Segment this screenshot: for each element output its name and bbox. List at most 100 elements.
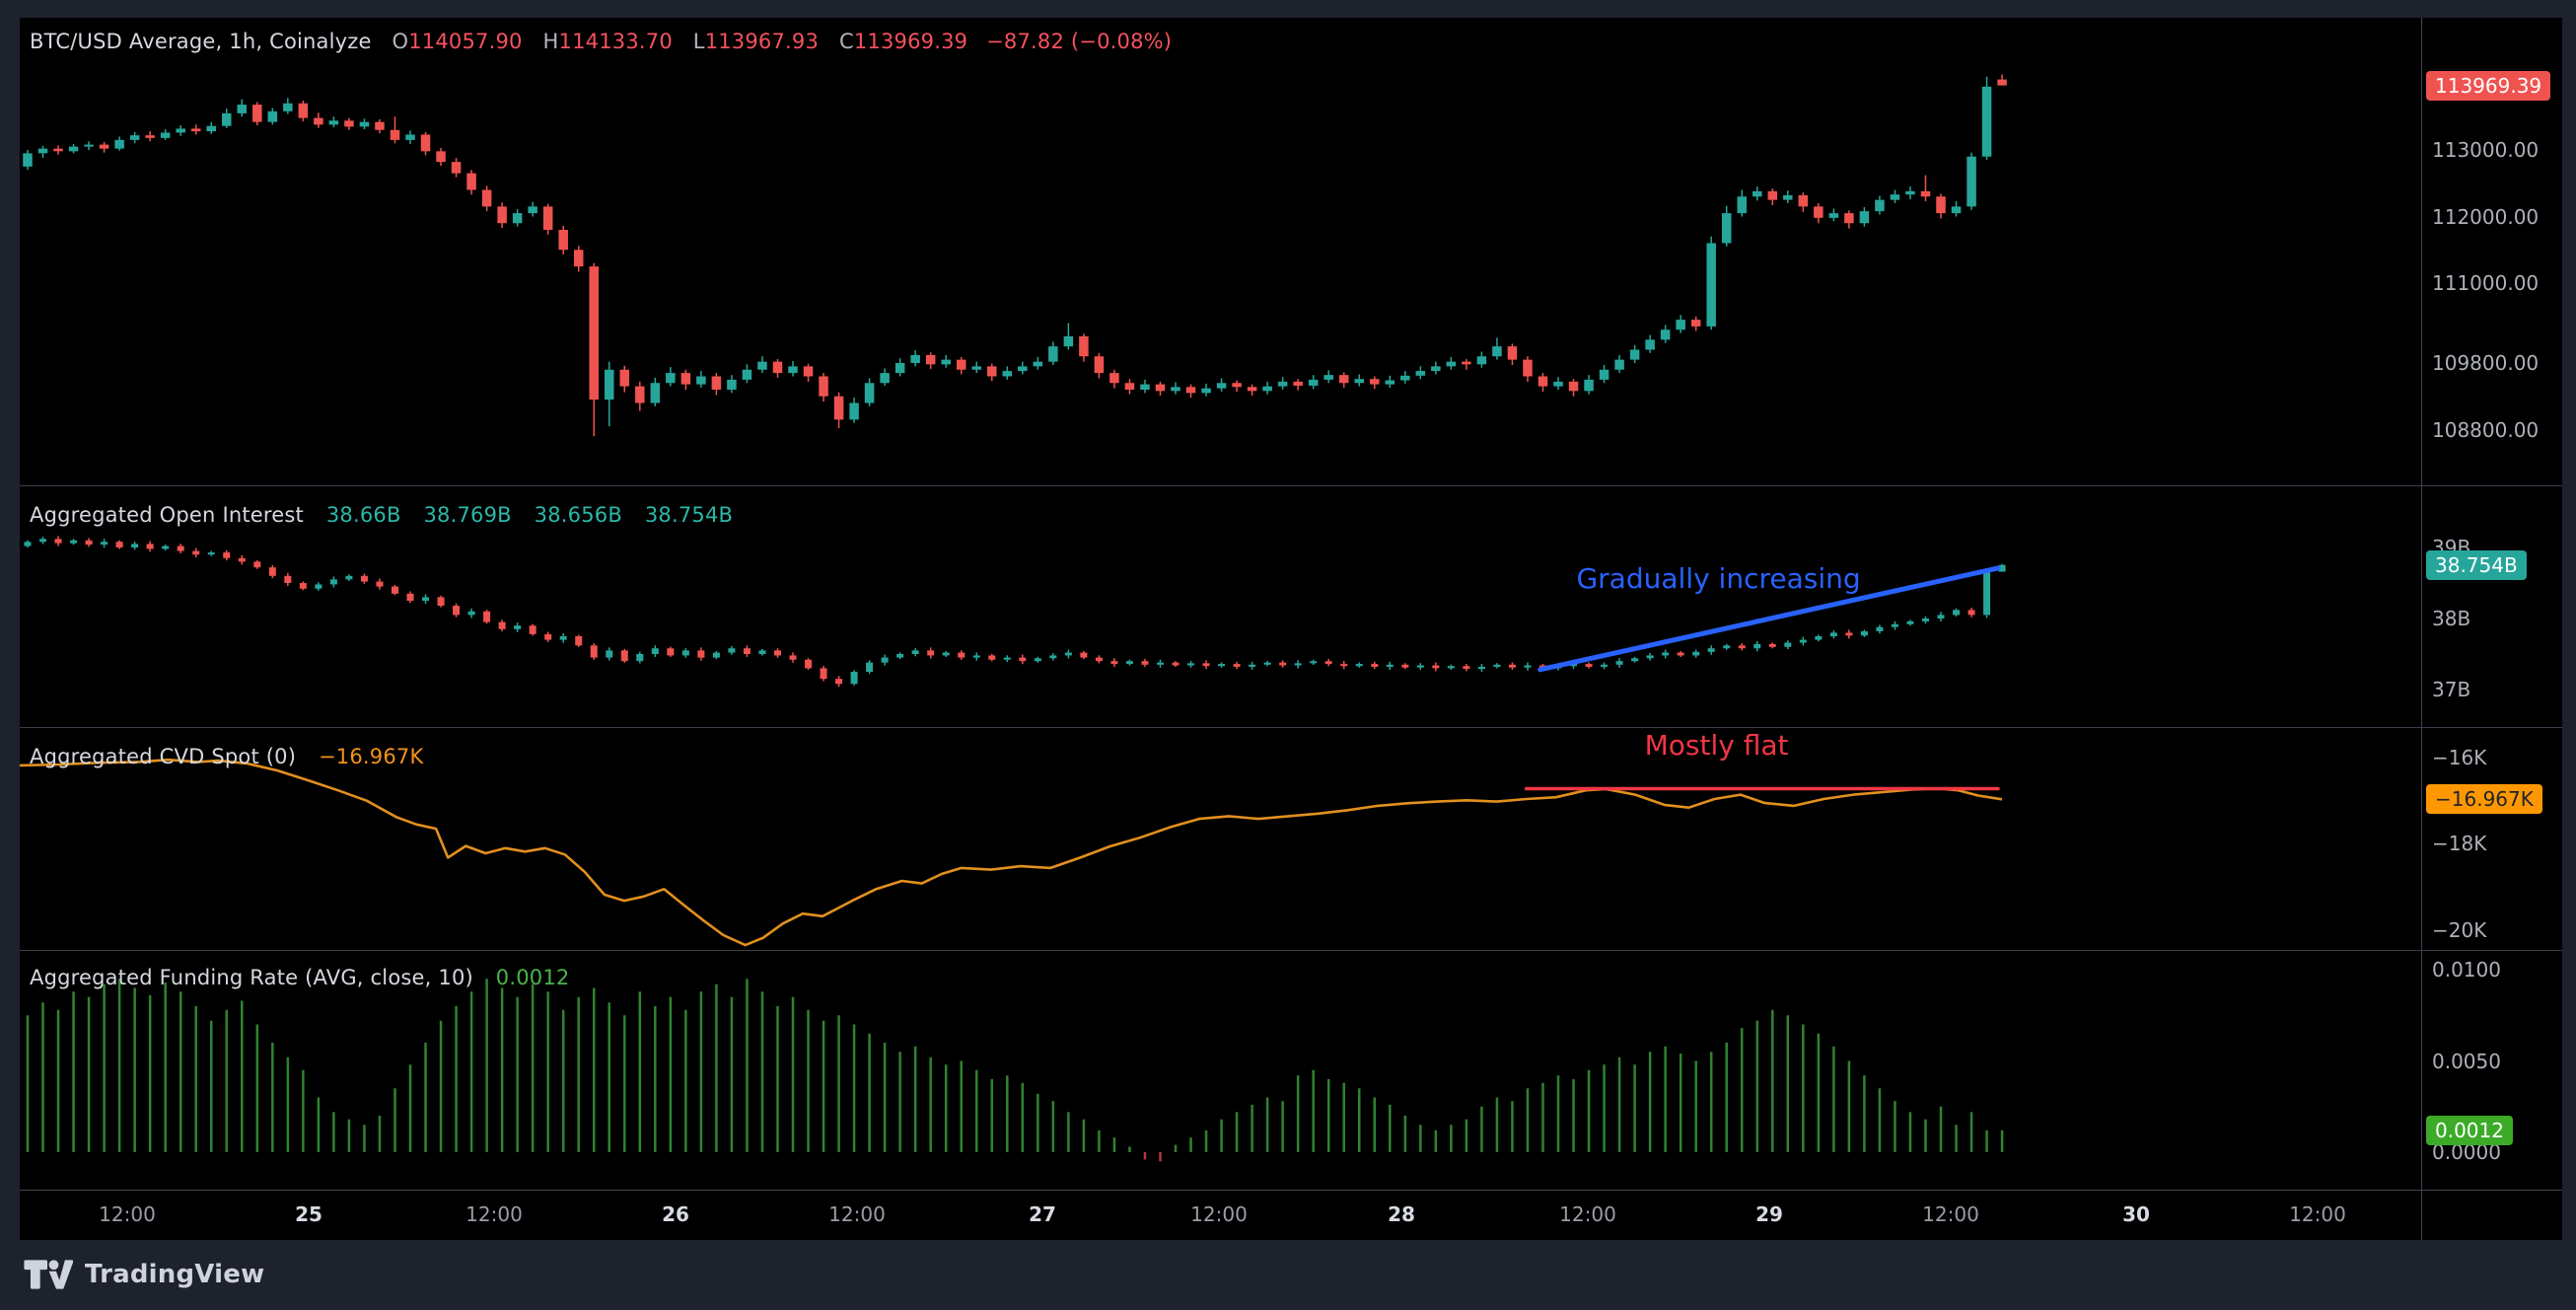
oi-candle <box>743 648 751 654</box>
btc-candle <box>1981 86 1992 157</box>
btc-candle <box>1308 379 1319 386</box>
btc-candle <box>1094 356 1105 374</box>
btc-candle <box>635 386 645 403</box>
oi-candle <box>1371 664 1379 667</box>
price-axis-tick: 109800.00 <box>2432 351 2540 375</box>
cvd-legend[interactable]: Aggregated CVD Spot (0) −16.967K <box>30 745 423 768</box>
oi-candle <box>1601 664 1609 667</box>
oi-candle <box>1570 664 1578 667</box>
oi-candle <box>1906 620 1914 624</box>
tradingview-logo-icon <box>24 1260 73 1289</box>
oi-candle <box>1738 645 1746 649</box>
oi-candle <box>773 650 781 656</box>
oi-candle <box>54 539 62 544</box>
oi-low: 38.656B <box>534 503 622 527</box>
oi-candle <box>376 581 384 587</box>
oi-trendline-label[interactable]: Gradually increasing <box>1576 562 1860 595</box>
btc-candle <box>894 363 905 374</box>
panel-separator[interactable] <box>20 950 2562 951</box>
btc-candle <box>466 173 476 190</box>
panel-separator[interactable] <box>20 727 2562 728</box>
time-axis[interactable]: 12:00 25 12:00 26 12:00 27 12:00 28 12:00 29 12:00… <box>20 1191 2421 1240</box>
oi-candle <box>911 650 919 654</box>
oi-candle <box>1019 657 1027 662</box>
panel-separator[interactable] <box>20 485 2562 486</box>
btc-candle <box>405 134 415 140</box>
tradingview-logo[interactable]: TradingView <box>22 1258 264 1291</box>
oi-candle <box>1432 665 1440 669</box>
btc-candle <box>1614 359 1624 370</box>
cvd-title[interactable]: Aggregated CVD Spot (0) <box>30 745 297 768</box>
cvd-flat-line-label[interactable]: Mostly flat <box>1645 729 1789 762</box>
btc-candle <box>757 361 767 370</box>
funding-title[interactable]: Aggregated Funding Rate (AVG, close, 10) <box>30 966 473 989</box>
oi-candle <box>177 546 184 551</box>
oi-candle <box>131 544 139 547</box>
btc-candle <box>1293 381 1303 386</box>
btc-candle <box>1553 381 1563 387</box>
oi-axis-tick: 38B <box>2432 607 2471 630</box>
btc-candle <box>390 129 400 140</box>
oi-candle <box>1968 610 1975 616</box>
btc-candle <box>222 112 232 126</box>
cvd-axis-tick: −16K <box>2432 746 2487 769</box>
oi-candle <box>146 544 154 549</box>
btc-candle <box>619 369 630 387</box>
oi-candle <box>681 650 689 656</box>
btc-candle <box>1385 380 1395 385</box>
time-tick-day: 27 <box>1029 1202 1056 1226</box>
oi-candle <box>1279 662 1287 666</box>
oi-candle <box>207 552 215 555</box>
btc-candle <box>849 402 859 420</box>
symbol-title[interactable]: BTC/USD Average, 1h, Coinalyze <box>30 30 372 53</box>
funding-legend[interactable]: Aggregated Funding Rate (AVG, close, 10)… <box>30 966 569 989</box>
oi-candle <box>453 606 461 616</box>
btc-candle <box>497 206 507 224</box>
oi-legend[interactable]: Aggregated Open Interest 38.66B 38.769B … <box>30 503 733 527</box>
btc-candle <box>23 153 33 167</box>
price-axis-tick: 111000.00 <box>2432 271 2540 295</box>
oi-candle <box>1662 652 1670 656</box>
oi-candle <box>988 655 996 660</box>
btc-candle <box>1338 375 1349 384</box>
price-axis-tick: 112000.00 <box>2432 204 2540 229</box>
oi-candle <box>1324 661 1332 665</box>
btc-candle <box>1232 383 1242 388</box>
low-value: 113967.93 <box>704 30 820 53</box>
btc-candle <box>1277 381 1288 387</box>
time-tick-hour: 12:00 <box>1190 1202 1248 1226</box>
oi-candle <box>835 679 843 685</box>
chart-canvas[interactable]: Gradually increasing Mostly flat <box>20 18 2421 1240</box>
btc-candle <box>1753 190 1762 197</box>
btc-candle <box>298 103 309 118</box>
cvd-badge: −16.967K <box>2426 784 2542 815</box>
oi-open: 38.66B <box>325 503 401 527</box>
oi-candle <box>1310 661 1318 664</box>
oi-candle <box>192 550 200 555</box>
oi-candle <box>820 668 827 680</box>
btc-candle <box>237 105 248 113</box>
btc-candle <box>880 373 890 384</box>
time-axis-separator <box>20 1190 2562 1191</box>
time-tick-hour: 12:00 <box>1559 1202 1616 1226</box>
btc-candle <box>573 250 584 267</box>
oi-title[interactable]: Aggregated Open Interest <box>30 503 304 527</box>
btc-candle <box>971 366 981 370</box>
btc-candle <box>819 376 828 397</box>
btc-candle <box>742 369 752 380</box>
oi-candle <box>1953 610 1961 616</box>
oi-candle <box>1233 664 1241 667</box>
main-chart-legend[interactable]: BTC/USD Average, 1h, Coinalyze O114057.9… <box>30 30 1172 53</box>
oi-candle <box>728 648 736 653</box>
oi-candle <box>529 625 537 634</box>
oi-candle <box>636 654 644 662</box>
oi-trendline[interactable] <box>1538 565 2001 673</box>
oi-candle <box>1753 643 1761 649</box>
price-axis[interactable]: 113969.39 38.754B −16.967K 0.0012 113000… <box>2422 18 2562 1191</box>
btc-candle <box>1798 194 1809 207</box>
oi-candle <box>1937 615 1945 619</box>
btc-candle <box>1415 371 1426 376</box>
btc-candle <box>1492 346 1502 357</box>
time-tick-hour: 12:00 <box>2289 1202 2346 1226</box>
oi-candle <box>422 597 430 601</box>
